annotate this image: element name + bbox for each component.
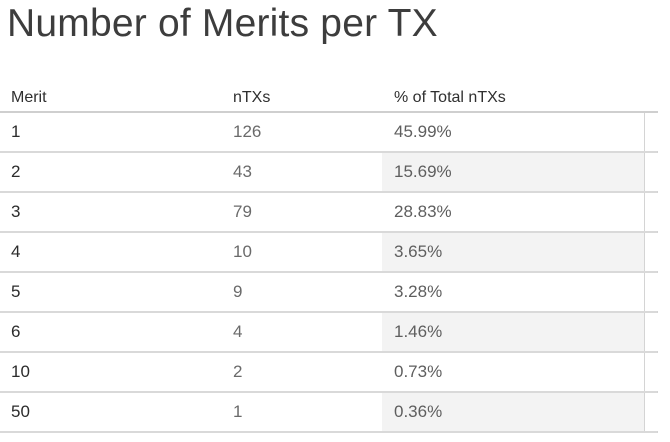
cell-ntxs: 4 (233, 322, 242, 342)
cell-pct-total: 15.69% (394, 162, 452, 182)
cell-ntxs: 10 (233, 242, 252, 262)
table-row[interactable]: 5 9 3.28% (0, 273, 657, 313)
column-header-pct-total[interactable]: % of Total nTXs (394, 89, 506, 107)
table-row[interactable]: 50 1 0.36% (0, 393, 657, 433)
cell-merit: 10 (11, 362, 30, 382)
cell-ntxs: 1 (233, 402, 242, 422)
table-body: 1 126 45.99% 2 43 15.69% 3 79 28.83% 4 1… (0, 113, 658, 433)
table-row[interactable]: 10 2 0.73% (0, 353, 657, 393)
cell-merit: 50 (11, 402, 30, 422)
page-title: Number of Merits per TX (7, 2, 438, 46)
table-row[interactable]: 3 79 28.83% (0, 193, 657, 233)
cell-pct-total: 3.65% (394, 242, 442, 262)
cell-pct-total: 1.46% (394, 322, 442, 342)
table-row[interactable]: 2 43 15.69% (0, 153, 657, 193)
cell-ntxs: 2 (233, 362, 242, 382)
cell-pct-total: 3.28% (394, 282, 442, 302)
cell-ntxs: 9 (233, 282, 242, 302)
table-row[interactable]: 4 10 3.65% (0, 233, 657, 273)
cell-merit: 6 (11, 322, 20, 342)
column-header-ntxs[interactable]: nTXs (233, 89, 270, 107)
cell-merit: 1 (11, 122, 20, 142)
cell-ntxs: 43 (233, 162, 252, 182)
cell-pct-total: 28.83% (394, 202, 452, 222)
cell-pct-total: 0.73% (394, 362, 442, 382)
cell-pct-total: 45.99% (394, 122, 452, 142)
column-header-merit[interactable]: Merit (11, 89, 47, 107)
cell-merit: 3 (11, 202, 20, 222)
cell-merit: 2 (11, 162, 20, 182)
table-row[interactable]: 1 126 45.99% (0, 113, 657, 153)
cell-ntxs: 126 (233, 122, 261, 142)
table-header: Merit nTXs % of Total nTXs (0, 86, 658, 113)
cell-merit: 4 (11, 242, 20, 262)
cell-pct-total: 0.36% (394, 402, 442, 422)
table-row[interactable]: 6 4 1.46% (0, 313, 657, 353)
merits-table: Merit nTXs % of Total nTXs 1 126 45.99% … (0, 86, 658, 433)
cell-merit: 5 (11, 282, 20, 302)
cell-ntxs: 79 (233, 202, 252, 222)
